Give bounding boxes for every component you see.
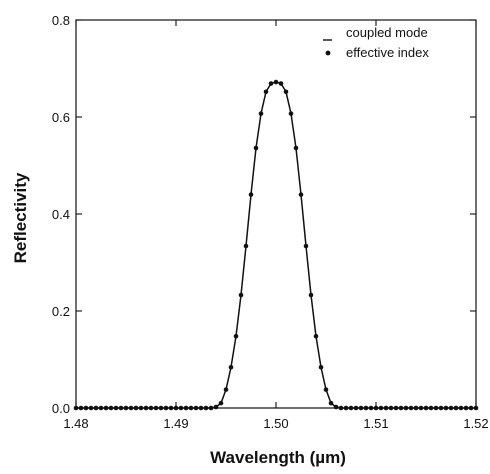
x-tick-label: 1.52 — [463, 416, 488, 431]
legend: coupled mode effective index — [323, 25, 429, 60]
y-tick-label: 0.8 — [52, 13, 70, 28]
data-point-effective-index — [328, 400, 334, 406]
data-point-effective-index — [213, 404, 219, 410]
legend-label-effective-index: effective index — [346, 45, 429, 60]
data-point-effective-index — [313, 333, 319, 339]
ticks-layer — [75, 19, 477, 409]
plot-frame — [75, 19, 477, 409]
series-line-coupled-mode — [76, 81, 476, 409]
data-point-effective-index — [258, 111, 264, 116]
x-tick-label: 1.51 — [363, 416, 388, 431]
y-tick-label: 0.2 — [52, 304, 70, 319]
data-point-effective-index — [278, 81, 284, 86]
data-point-effective-index — [298, 192, 304, 197]
data-point-effective-index — [243, 243, 249, 249]
data-point-effective-index — [318, 364, 324, 370]
data-point-effective-index — [228, 364, 234, 370]
data-point-effective-index — [323, 387, 329, 392]
legend-marker-swatch — [325, 50, 331, 56]
data-point-effective-index — [333, 404, 339, 410]
labels-layer: 1.48 1.49 1.50 1.51 1.52 0.0 0.2 0.4 0.6 0.8 — [52, 13, 489, 431]
data-point-effective-index — [288, 111, 294, 116]
data-point-effective-index — [308, 292, 314, 298]
x-tick-label: 1.50 — [263, 416, 288, 431]
data-point-effective-index — [283, 89, 289, 95]
data-point-effective-index — [248, 192, 254, 197]
data-point-effective-index — [238, 292, 244, 298]
data-point-effective-index — [293, 145, 299, 151]
y-axis-title: Reflectivity — [11, 172, 30, 263]
legend-label-coupled-mode: coupled mode — [346, 25, 428, 40]
data-point-effective-index — [218, 400, 224, 406]
data-point-effective-index — [253, 145, 259, 151]
data-point-effective-index — [233, 333, 239, 339]
series-layer — [73, 79, 479, 411]
x-axis-title: Wavelength (µm) — [210, 448, 346, 467]
data-point-effective-index — [268, 81, 274, 86]
data-point-effective-index — [263, 89, 269, 95]
data-point-effective-index — [273, 79, 279, 85]
y-tick-label: 0.4 — [52, 207, 70, 222]
x-tick-label: 1.48 — [63, 416, 88, 431]
x-tick-label: 1.49 — [163, 416, 188, 431]
data-point-effective-index — [223, 387, 229, 392]
y-tick-label: 0.0 — [52, 401, 70, 416]
data-point-effective-index — [303, 243, 309, 249]
y-tick-label: 0.6 — [52, 110, 70, 125]
